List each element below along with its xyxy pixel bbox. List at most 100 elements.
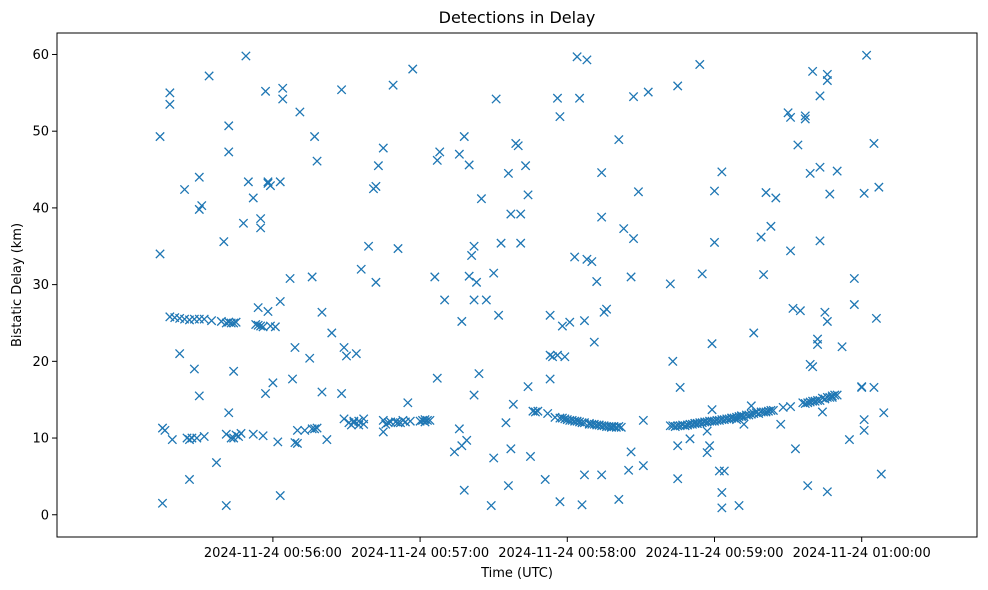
data-point — [619, 223, 629, 234]
data-point — [175, 348, 185, 359]
data-point — [616, 422, 626, 432]
data-point — [525, 451, 536, 462]
data-point — [260, 86, 271, 96]
data-point — [231, 430, 241, 440]
data-point — [614, 134, 624, 145]
data-point — [523, 190, 533, 200]
data-point — [709, 237, 720, 248]
data-point — [491, 94, 501, 104]
data-point — [702, 447, 712, 458]
data-point — [778, 402, 788, 413]
x-tick-label: 2024-11-24 00:56:00 — [204, 546, 342, 561]
data-point — [837, 342, 847, 352]
data-point — [290, 342, 300, 353]
data-point — [312, 423, 322, 433]
data-point — [351, 348, 361, 359]
data-point — [471, 277, 482, 287]
data-point — [761, 187, 771, 198]
data-point — [572, 52, 582, 62]
data-point — [628, 233, 639, 244]
data-point — [356, 264, 366, 274]
data-point — [454, 149, 465, 159]
data-point — [849, 299, 859, 310]
data-point — [248, 429, 258, 439]
data-point — [439, 295, 450, 305]
data-point — [520, 161, 531, 171]
data-point — [275, 490, 285, 501]
data-point — [189, 314, 200, 324]
data-point — [290, 437, 300, 448]
data-point — [817, 407, 828, 417]
data-point — [871, 313, 882, 324]
data-point — [260, 388, 271, 399]
data-point — [707, 404, 717, 415]
data-point — [530, 407, 541, 417]
data-point — [300, 425, 310, 436]
data-point — [702, 426, 712, 436]
data-point — [633, 187, 644, 197]
data-point — [815, 162, 825, 172]
data-point — [830, 390, 840, 400]
data-point — [805, 168, 815, 179]
data-point — [432, 373, 442, 383]
data-point — [807, 66, 818, 77]
data-point — [459, 131, 469, 142]
data-point — [626, 272, 636, 282]
data-point — [876, 469, 886, 479]
data-point — [574, 93, 585, 103]
data-point — [803, 480, 813, 491]
data-point — [388, 80, 398, 90]
data-point — [673, 441, 683, 451]
data-point — [766, 405, 776, 416]
data-point — [560, 352, 570, 362]
data-point — [474, 368, 484, 379]
data-point — [165, 99, 175, 110]
data-point — [579, 470, 590, 480]
y-tick-label: 0 — [41, 508, 49, 523]
data-point — [771, 193, 781, 203]
data-point — [596, 470, 607, 480]
data-point — [807, 362, 818, 372]
y-tick-label: 30 — [32, 278, 49, 293]
data-point — [516, 238, 526, 248]
data-point — [626, 447, 636, 457]
data-point — [469, 295, 479, 305]
data-point — [832, 390, 842, 400]
data-point — [464, 160, 474, 170]
data-point — [879, 408, 889, 418]
data-point — [270, 322, 281, 332]
data-point — [275, 296, 285, 307]
data-point — [165, 88, 175, 98]
data-point — [776, 419, 786, 429]
data-point — [309, 424, 320, 434]
data-point — [820, 307, 830, 317]
data-point — [697, 269, 707, 279]
data-point — [354, 416, 364, 426]
chart-title: Detections in Delay — [439, 8, 596, 27]
data-point — [628, 92, 639, 102]
data-point — [378, 427, 388, 437]
data-point — [194, 391, 204, 401]
data-point — [859, 414, 869, 425]
data-point — [714, 466, 725, 476]
data-point — [788, 303, 798, 314]
data-point — [327, 328, 337, 338]
data-point — [665, 279, 675, 289]
data-point — [184, 434, 195, 445]
data-point — [312, 156, 322, 166]
data-point — [790, 444, 801, 454]
data-point — [822, 69, 833, 80]
data-point — [874, 182, 884, 192]
data-point — [221, 429, 231, 439]
data-point — [685, 434, 695, 444]
data-point — [668, 356, 678, 366]
y-tick-label: 20 — [32, 355, 49, 370]
data-point — [869, 138, 879, 149]
data-point — [552, 350, 563, 360]
data-point — [241, 51, 251, 61]
data-point — [493, 310, 504, 320]
x-tick-label: 2024-11-24 00:58:00 — [498, 546, 636, 561]
x-tick-label: 2024-11-24 00:59:00 — [645, 546, 783, 561]
data-point — [768, 405, 779, 416]
data-point — [336, 85, 347, 95]
